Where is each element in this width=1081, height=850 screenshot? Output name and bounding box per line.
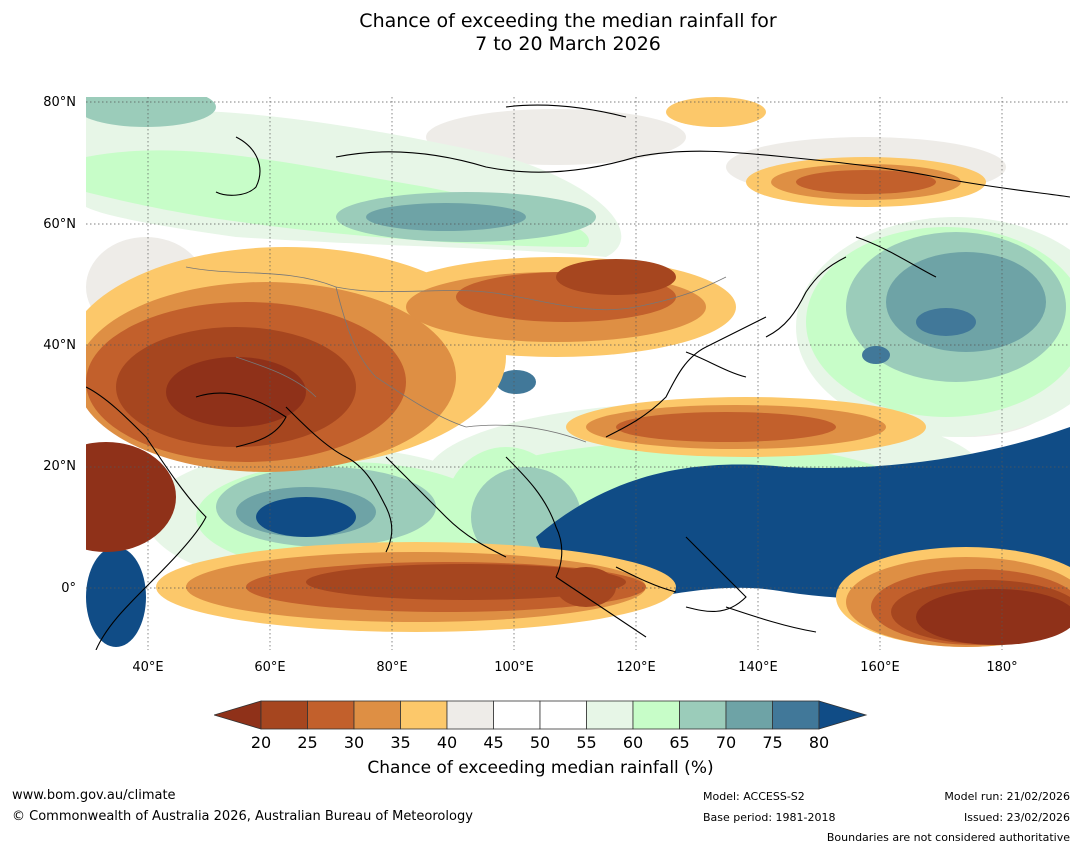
lat-label-40n: 40°N	[43, 338, 76, 353]
colorbar-tick-label: 45	[483, 733, 504, 752]
issued-date: Issued: 23/02/2026	[963, 811, 1070, 824]
copyright-text: © Commonwealth of Australia 2026, Austra…	[12, 809, 473, 824]
lat-label-20n: 20°N	[43, 459, 76, 474]
base-period: Base period: 1981-2018	[703, 811, 836, 824]
colorbar-tick-label: 50	[529, 733, 551, 752]
wet-75-80	[496, 308, 976, 394]
lat-label-80n: 80°N	[43, 95, 76, 110]
colorbar-cell	[632, 700, 680, 730]
colorbar-cell	[493, 700, 541, 730]
lon-label-100e: 100°E	[494, 660, 534, 675]
colorbar-tick-label: 60	[622, 733, 644, 752]
colorbar-cell	[772, 700, 820, 730]
lat-label-60n: 60°N	[43, 217, 76, 232]
colorbar-cell	[539, 700, 587, 730]
lat-label-0: 0°	[61, 581, 76, 596]
coastlines	[86, 104, 1070, 650]
boundary-disclaimer: Boundaries are not considered authoritat…	[826, 831, 1070, 844]
colorbar-tick-label: 55	[576, 733, 597, 752]
lon-label-120e: 120°E	[616, 660, 656, 675]
lon-label-140e: 140°E	[738, 660, 778, 675]
colorbar-cell	[679, 700, 727, 730]
colorbar-cell	[725, 700, 773, 730]
colorbar-cell	[446, 700, 494, 730]
dry-under-20	[86, 357, 1070, 645]
colorbar-under-triangle	[214, 700, 262, 730]
model-run-date: Model run: 21/02/2026	[944, 790, 1070, 803]
colorbar-tick-label: 30	[343, 733, 365, 752]
colorbar-cell	[260, 700, 308, 730]
colorbar-cell	[307, 700, 355, 730]
colorbar-cell	[353, 700, 401, 730]
lon-label-40e: 40°E	[132, 660, 164, 675]
colorbar-tick-label: 35	[390, 733, 411, 752]
borders	[185, 266, 727, 443]
colorbar	[214, 700, 868, 730]
colorbar-tick-label: 40	[436, 733, 458, 752]
colorbar-tick-label: 75	[762, 733, 783, 752]
map-canvas	[86, 97, 1070, 650]
colorbar-cell	[586, 700, 634, 730]
colorbar-tick-label: 70	[715, 733, 737, 752]
map-title: Chance of exceeding the median rainfall …	[0, 10, 1081, 56]
colorbar-tick-label: 65	[669, 733, 690, 752]
colorbar-tick-label: 20	[250, 733, 272, 752]
colorbar-cells	[260, 700, 820, 730]
title-line-1: Chance of exceeding the median rainfall …	[359, 10, 777, 32]
colorbar-tick-label: 25	[297, 733, 318, 752]
lon-label-180: 180°	[986, 660, 1018, 675]
model-name: Model: ACCESS-S2	[703, 790, 805, 803]
colorbar-tick-label: 80	[808, 733, 830, 752]
colorbar-label: Chance of exceeding median rainfall (%)	[367, 758, 714, 778]
lon-label-80e: 80°E	[376, 660, 408, 675]
graticule	[86, 97, 1070, 650]
lon-label-60e: 60°E	[254, 660, 286, 675]
colorbar-over-triangle	[818, 700, 868, 730]
website-link[interactable]: www.bom.gov.au/climate	[12, 788, 176, 803]
lon-label-160e: 160°E	[860, 660, 900, 675]
rainfall-probability-map	[86, 97, 1070, 650]
colorbar-cell	[400, 700, 448, 730]
title-line-2: 7 to 20 March 2026	[475, 33, 661, 55]
